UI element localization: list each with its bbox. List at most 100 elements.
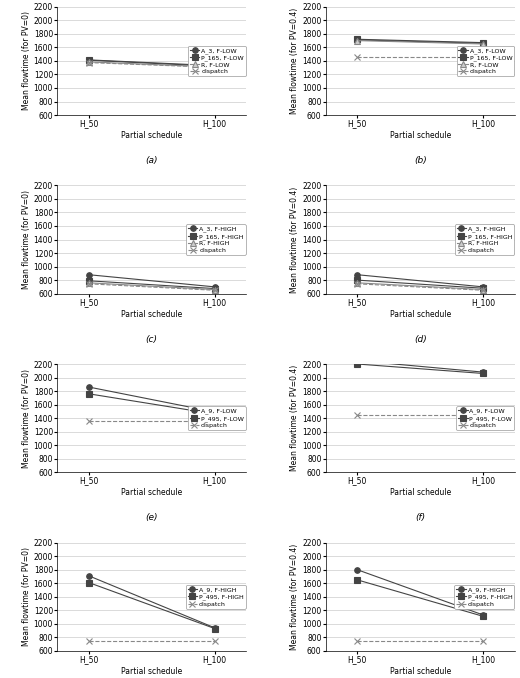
Line: A_9, F-HIGH: A_9, F-HIGH [355, 567, 486, 618]
Line: dispatch: dispatch [355, 281, 486, 293]
Y-axis label: Mean flowtime (for PV=0): Mean flowtime (for PV=0) [22, 190, 31, 289]
dispatch [212, 63, 218, 71]
dispatch [480, 53, 486, 61]
Line: dispatch: dispatch [355, 638, 486, 643]
dispatch [86, 58, 92, 66]
A_3, F-LOW [480, 39, 486, 47]
P_165, F-LOW [480, 39, 486, 47]
Text: (b): (b) [414, 156, 426, 165]
dispatch [86, 280, 92, 288]
Line: P_495, F-LOW: P_495, F-LOW [86, 391, 217, 417]
A_9, F-LOW [480, 368, 486, 376]
A_9, F-HIGH [212, 624, 218, 632]
X-axis label: Partial schedule: Partial schedule [389, 310, 451, 319]
A_9, F-HIGH [354, 565, 360, 574]
A_3, F-HIGH [480, 283, 486, 291]
dispatch [212, 286, 218, 294]
P_495, F-LOW [212, 410, 218, 418]
A_9, F-HIGH [480, 611, 486, 619]
dispatch [480, 637, 486, 645]
P_495, F-LOW [86, 390, 92, 398]
Line: P_165, F-HIGH: P_165, F-HIGH [86, 278, 217, 292]
Line: R, F-HIGH: R, F-HIGH [355, 280, 486, 292]
R, F-HIGH [212, 285, 218, 294]
Line: P_165, F-HIGH: P_165, F-HIGH [355, 277, 486, 291]
P_495, F-LOW [480, 370, 486, 378]
P_165, F-HIGH [480, 284, 486, 292]
Legend: A_3, F-LOW, P_165, F-LOW, R, F-LOW, dispatch: A_3, F-LOW, P_165, F-LOW, R, F-LOW, disp… [457, 45, 514, 76]
Legend: A_3, F-LOW, P_165, F-LOW, R, F-LOW, dispatch: A_3, F-LOW, P_165, F-LOW, R, F-LOW, disp… [188, 45, 245, 76]
A_3, F-HIGH [354, 271, 360, 279]
P_165, F-HIGH [212, 285, 218, 293]
X-axis label: Partial schedule: Partial schedule [121, 131, 183, 140]
A_3, F-LOW [212, 62, 218, 71]
R, F-HIGH [480, 285, 486, 294]
Line: A_9, F-HIGH: A_9, F-HIGH [86, 573, 217, 631]
Legend: A_9, F-LOW, P_495, F-LOW, dispatch: A_9, F-LOW, P_495, F-LOW, dispatch [457, 406, 514, 430]
P_165, F-LOW [212, 62, 218, 70]
dispatch [212, 637, 218, 645]
dispatch [354, 53, 360, 61]
Text: (a): (a) [146, 156, 158, 165]
Legend: A_9, F-HIGH, P_495, F-HIGH, dispatch: A_9, F-HIGH, P_495, F-HIGH, dispatch [186, 585, 245, 609]
R, F-LOW [86, 58, 92, 66]
A_9, F-HIGH [86, 572, 92, 580]
Line: R, F-HIGH: R, F-HIGH [86, 280, 217, 292]
dispatch [354, 280, 360, 288]
P_495, F-LOW [354, 360, 360, 368]
X-axis label: Partial schedule: Partial schedule [389, 667, 451, 676]
R, F-LOW [212, 63, 218, 71]
Line: R, F-LOW: R, F-LOW [355, 38, 486, 47]
Line: dispatch: dispatch [355, 412, 486, 418]
Line: A_9, F-LOW: A_9, F-LOW [355, 358, 486, 375]
dispatch [354, 637, 360, 645]
R, F-LOW [354, 37, 360, 45]
Legend: A_9, F-LOW, P_495, F-LOW, dispatch: A_9, F-LOW, P_495, F-LOW, dispatch [188, 406, 245, 430]
Legend: A_9, F-HIGH, P_495, F-HIGH, dispatch: A_9, F-HIGH, P_495, F-HIGH, dispatch [454, 585, 514, 609]
Line: dispatch: dispatch [86, 638, 217, 643]
Y-axis label: Mean flowtime (for PV=0): Mean flowtime (for PV=0) [22, 12, 31, 111]
Y-axis label: Mean flowtime (for PV=0): Mean flowtime (for PV=0) [22, 369, 31, 468]
Text: (e): (e) [146, 513, 158, 523]
Line: P_165, F-LOW: P_165, F-LOW [355, 37, 486, 45]
Line: dispatch: dispatch [355, 54, 486, 60]
X-axis label: Partial schedule: Partial schedule [389, 131, 451, 140]
P_165, F-HIGH [354, 276, 360, 284]
P_165, F-LOW [354, 35, 360, 43]
R, F-HIGH [354, 279, 360, 287]
Line: A_3, F-HIGH: A_3, F-HIGH [86, 272, 217, 290]
Line: P_495, F-HIGH: P_495, F-HIGH [86, 580, 217, 631]
Y-axis label: Mean flowtime (for PV=0): Mean flowtime (for PV=0) [22, 547, 31, 646]
P_495, F-HIGH [480, 612, 486, 620]
dispatch [480, 286, 486, 294]
Legend: A_3, F-HIGH, P_165, F-HIGH, R, F-HIGH, dispatch: A_3, F-HIGH, P_165, F-HIGH, R, F-HIGH, d… [454, 224, 514, 255]
P_165, F-HIGH [86, 277, 92, 285]
Line: P_495, F-LOW: P_495, F-LOW [355, 361, 486, 376]
A_3, F-LOW [354, 36, 360, 44]
X-axis label: Partial schedule: Partial schedule [121, 488, 183, 497]
dispatch [212, 417, 218, 425]
Y-axis label: Mean flowtime (for PV=0.4): Mean flowtime (for PV=0.4) [290, 186, 300, 293]
Text: (f): (f) [415, 513, 425, 523]
Line: P_495, F-HIGH: P_495, F-HIGH [355, 577, 486, 619]
A_3, F-LOW [86, 56, 92, 64]
Line: dispatch: dispatch [86, 418, 217, 424]
Line: A_9, F-LOW: A_9, F-LOW [86, 384, 217, 415]
Line: dispatch: dispatch [86, 281, 217, 293]
Line: R, F-LOW: R, F-LOW [86, 59, 217, 70]
A_9, F-LOW [354, 357, 360, 365]
X-axis label: Partial schedule: Partial schedule [389, 488, 451, 497]
R, F-LOW [480, 40, 486, 48]
A_3, F-HIGH [86, 271, 92, 279]
A_9, F-LOW [212, 408, 218, 416]
Y-axis label: Mean flowtime (for PV=0.4): Mean flowtime (for PV=0.4) [290, 7, 300, 114]
Line: P_165, F-LOW: P_165, F-LOW [86, 57, 217, 68]
P_495, F-HIGH [86, 578, 92, 586]
Text: (d): (d) [414, 335, 426, 344]
dispatch [480, 411, 486, 419]
P_495, F-HIGH [212, 624, 218, 633]
dispatch [86, 417, 92, 425]
A_3, F-HIGH [212, 283, 218, 291]
Text: (c): (c) [146, 335, 158, 344]
X-axis label: Partial schedule: Partial schedule [121, 310, 183, 319]
